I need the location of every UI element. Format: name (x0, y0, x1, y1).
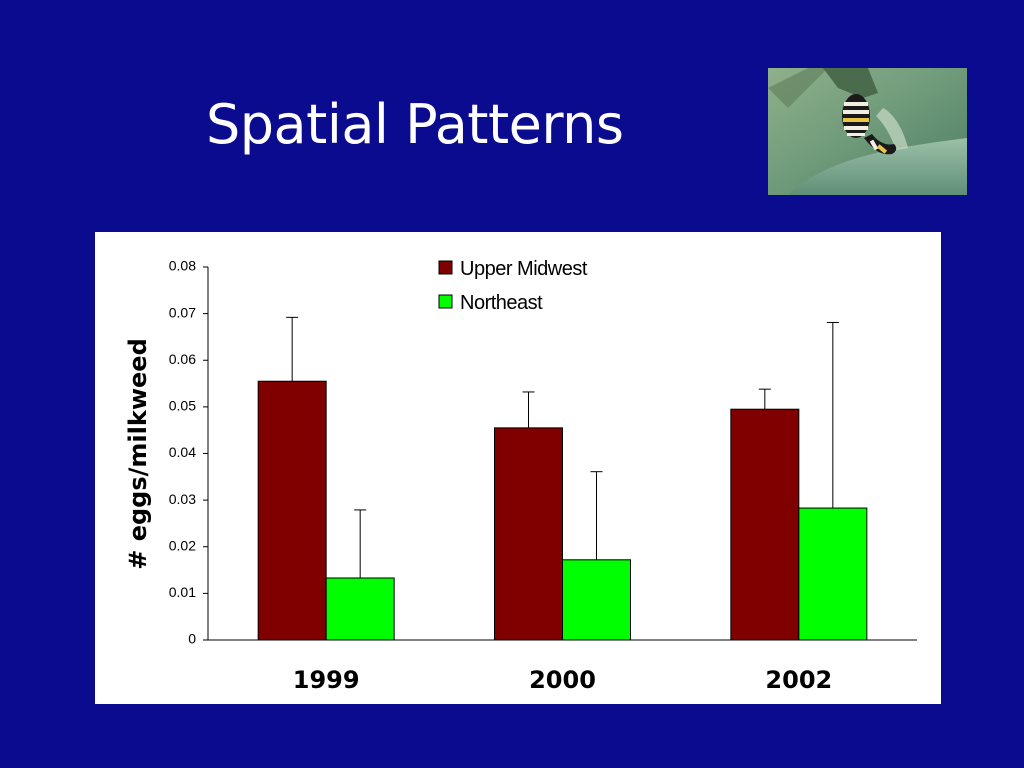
legend-label-upper-midwest: Upper Midwest (460, 258, 588, 280)
x-tick-label-2000: 2000 (529, 666, 596, 694)
caterpillar-image (768, 68, 967, 195)
slide-title: Spatial Patterns (206, 93, 624, 156)
caterpillar-photo (768, 68, 967, 195)
y-tick-label: 0.08 (169, 258, 196, 274)
bar-upper-midwest-2000 (494, 427, 563, 641)
bar-upper-midwest-1999 (257, 380, 327, 641)
x-tick-labels: 1999 2000 2002 (293, 666, 832, 694)
bar-northeast-1999 (325, 577, 395, 641)
error-bars (286, 316, 839, 578)
chart-panel: 0 0.01 0.02 0.03 0.04 0.05 0.06 0.07 0.08 1999 20… (95, 232, 941, 704)
bar-northeast-2000 (562, 559, 631, 641)
y-tick-label: 0.02 (169, 537, 196, 553)
bar-northeast-2002 (798, 507, 868, 641)
y-ticks: 0 0.01 0.02 0.03 0.04 0.05 0.06 0.07 0.08 (169, 258, 208, 647)
x-tick-label-2002: 2002 (765, 666, 832, 694)
legend-swatch-upper-midwest (438, 260, 453, 275)
legend: Upper Midwest Northeast (438, 258, 588, 314)
y-tick-label: 0.05 (169, 398, 196, 414)
bar-upper-midwest-2002 (730, 408, 800, 641)
y-tick-label: 0.06 (169, 351, 196, 367)
y-tick-label: 0.07 (169, 304, 196, 320)
bars (257, 380, 868, 641)
legend-label-northeast: Northeast (460, 292, 543, 314)
y-axis-label: # eggs/milkweed (124, 338, 152, 569)
y-tick-label: 0.03 (169, 491, 196, 507)
y-tick-label: 0.04 (169, 444, 196, 460)
legend-swatch-northeast (438, 294, 453, 309)
bar-chart: 0 0.01 0.02 0.03 0.04 0.05 0.06 0.07 0.08 1999 20… (124, 258, 917, 694)
y-tick-label: 0.01 (169, 584, 196, 600)
x-tick-label-1999: 1999 (293, 666, 360, 694)
y-tick-label: 0 (188, 631, 196, 647)
